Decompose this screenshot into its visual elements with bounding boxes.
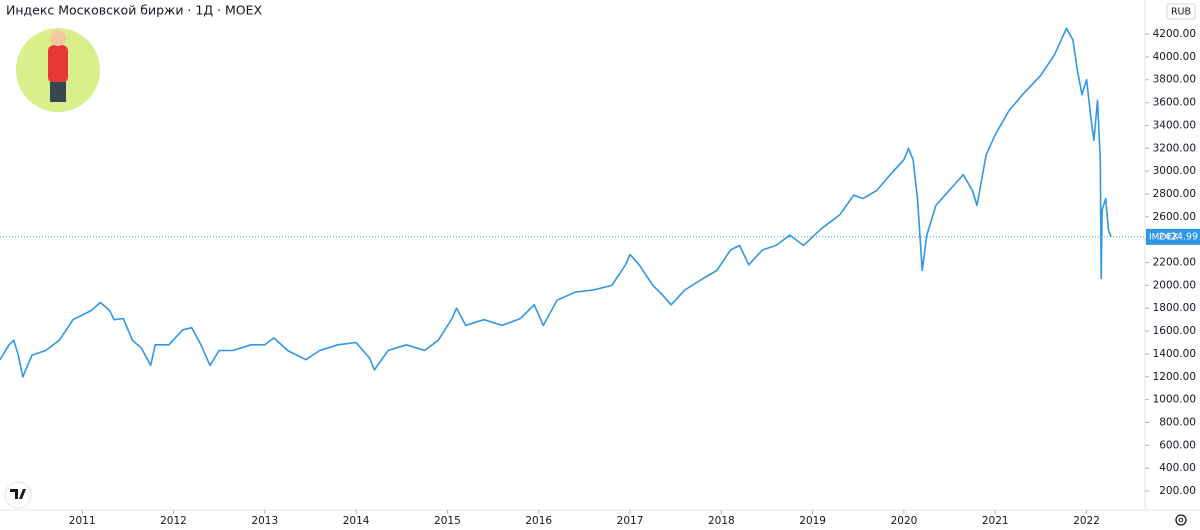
- icon-head: [50, 30, 66, 46]
- y-tick-label: 1400.00: [1153, 348, 1196, 360]
- y-tick-label: 2000.00: [1153, 279, 1196, 291]
- y-tick-label: 1200.00: [1153, 371, 1196, 383]
- settings-gear-center[interactable]: [1178, 517, 1184, 523]
- settings-icon[interactable]: [1175, 514, 1187, 526]
- logo-mark: [10, 489, 26, 499]
- y-tick-label: 1600.00: [1153, 325, 1196, 337]
- y-tick-label: 800.00: [1159, 416, 1196, 428]
- y-tick-label: 1800.00: [1153, 302, 1196, 314]
- x-tick-label: 2016: [525, 515, 552, 527]
- y-tick-label: 2200.00: [1153, 257, 1196, 269]
- x-tick-label: 2019: [799, 515, 826, 527]
- y-tick-label: 3600.00: [1153, 97, 1196, 109]
- x-tick-label: 2018: [708, 515, 735, 527]
- y-tick-label: 3200.00: [1153, 142, 1196, 154]
- currency-label[interactable]: RUB: [1171, 7, 1191, 18]
- y-tick-label: 2800.00: [1153, 188, 1196, 200]
- y-tick-label: 3800.00: [1153, 74, 1196, 86]
- y-tick-label: 2600.00: [1153, 211, 1196, 223]
- x-tick-label: 2011: [69, 515, 96, 527]
- icon-figure: [48, 45, 68, 83]
- chart-title: Индекс Московской биржи · 1Д · MOEX: [6, 3, 263, 18]
- tv-logo: [4, 481, 32, 509]
- y-tick-label: 600.00: [1159, 439, 1196, 451]
- currency-button[interactable]: [1166, 3, 1196, 20]
- settings-gear[interactable]: [1175, 514, 1187, 526]
- y-tick-label: 4000.00: [1153, 51, 1196, 63]
- y-tick-label: 400.00: [1159, 462, 1196, 474]
- last-price-value: 2424.99: [1159, 231, 1198, 242]
- x-tick-label: 2017: [617, 515, 644, 527]
- x-tick-label: 2012: [160, 515, 187, 527]
- price-line: [0, 27, 1112, 378]
- last-price-symbol: IMOEX: [1149, 232, 1178, 242]
- avatar-icon: [16, 28, 100, 112]
- y-tick-label: 200.00: [1159, 485, 1196, 497]
- x-tick-label: 2020: [891, 515, 918, 527]
- x-tick-label: 2013: [251, 515, 278, 527]
- y-tick-label: 1000.00: [1153, 394, 1196, 406]
- y-tick-label: 3000.00: [1153, 165, 1196, 177]
- y-tick-label: 3400.00: [1153, 119, 1196, 131]
- x-tick-label: 2015: [434, 515, 461, 527]
- x-tick-label: 2022: [1073, 515, 1100, 527]
- icon-legs: [50, 82, 66, 102]
- last-price-tag: [1146, 228, 1200, 245]
- x-tick-label: 2021: [982, 515, 1009, 527]
- y-tick-label: 4200.00: [1153, 28, 1196, 40]
- x-tick-label: 2014: [343, 515, 370, 527]
